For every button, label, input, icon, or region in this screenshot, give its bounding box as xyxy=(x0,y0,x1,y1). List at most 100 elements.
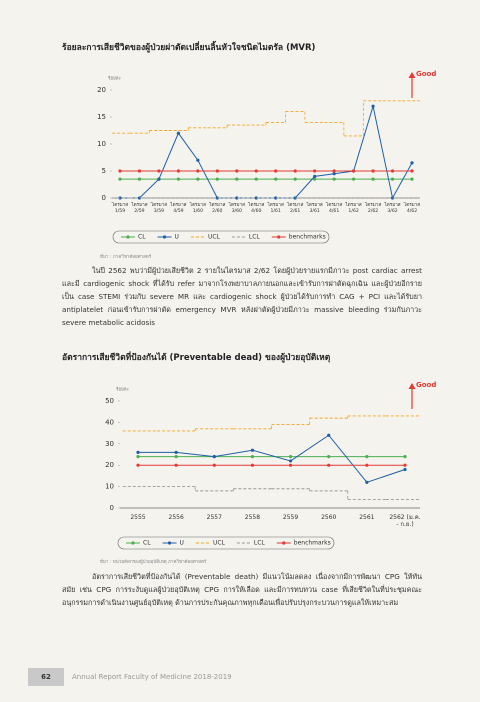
y-tick-label: 5 xyxy=(102,167,106,175)
y-tick-label: 10 xyxy=(105,483,114,491)
source-note: ที่มา : ภาควิชาศัลยศาสตร์ xyxy=(100,255,152,260)
data-point xyxy=(196,158,200,162)
x-tick-label: ไตรมาส 2/62 xyxy=(364,203,382,214)
data-point xyxy=(235,169,239,173)
data-point xyxy=(274,196,278,200)
data-point xyxy=(250,448,255,452)
data-point xyxy=(410,161,414,165)
x-tick-label: ไตรมาส 1/62 xyxy=(345,203,362,214)
data-point xyxy=(254,177,258,181)
data-point xyxy=(137,177,142,181)
data-point xyxy=(371,169,375,173)
paragraph: อัตราการเสียชีวิตที่ป้องกันได้ (Preventa… xyxy=(62,572,422,607)
data-point xyxy=(288,455,293,459)
x-tick-label: ไตรมาส 4/60 xyxy=(248,203,265,214)
data-point xyxy=(410,169,414,173)
data-point xyxy=(196,177,200,181)
data-point xyxy=(215,169,219,173)
x-tick-label: ไตรมาส 4/62 xyxy=(403,203,421,214)
data-point xyxy=(212,463,216,467)
data-point xyxy=(365,455,369,459)
data-point xyxy=(118,177,122,181)
y-tick-label: 20 xyxy=(105,461,114,469)
y-tick-label: 10 xyxy=(97,140,106,148)
x-tick-label: ไตรมาส 2/60 xyxy=(209,203,226,214)
legend-marker xyxy=(282,541,286,545)
legend-label: UCL xyxy=(213,540,226,547)
source-note: ที่มา : หน่วยคัดกรองผู้ป่วยอุบัติเหตุ ภา… xyxy=(100,560,207,565)
y-tick-label: 30 xyxy=(105,440,114,448)
data-point xyxy=(174,463,178,467)
data-point xyxy=(293,169,297,173)
data-point xyxy=(137,196,142,200)
footer-text: Annual Report Faculty of Medicine 2018-2… xyxy=(72,673,232,681)
x-tick-label: 2559 xyxy=(282,514,299,521)
legend-label: U xyxy=(180,540,184,547)
y-tick-label: 0 xyxy=(110,504,114,512)
data-point xyxy=(250,455,255,459)
legend-label: benchmarks xyxy=(289,234,326,241)
data-point xyxy=(288,463,293,467)
y-axis-label: ร้อยละ xyxy=(108,76,121,82)
paragraph: ในปี 2562 พบว่ามีผู้ป่วยเสียชีวิต 2 รายใ… xyxy=(62,266,422,327)
data-point xyxy=(332,169,336,173)
x-tick-label: ไตรมาส 3/62 xyxy=(384,203,401,214)
data-point xyxy=(250,463,255,467)
legend-label: benchmarks xyxy=(294,540,331,547)
data-point xyxy=(118,169,122,173)
good-arrow-head xyxy=(408,383,416,389)
data-point xyxy=(371,177,375,181)
annotation: Good xyxy=(416,70,436,78)
page-number-band xyxy=(28,668,64,686)
data-point xyxy=(136,455,140,459)
section-title: ร้อยละการเสียชีวิตของผู้ป่วยผ่าตัดเปลี่ย… xyxy=(62,43,316,53)
data-point xyxy=(137,169,142,173)
data-point xyxy=(313,174,317,178)
data-point xyxy=(274,169,278,173)
data-point xyxy=(390,196,395,200)
section-title: อัตราการเสียชีวิตที่ป้องกันได้ (Preventa… xyxy=(62,353,331,363)
legend-marker xyxy=(162,235,167,239)
data-point xyxy=(176,131,180,135)
data-point xyxy=(352,169,356,173)
page-number: 62 xyxy=(41,673,51,681)
data-point xyxy=(215,177,219,181)
data-point xyxy=(327,463,331,467)
y-tick-label: 15 xyxy=(97,113,106,121)
legend-box xyxy=(117,536,335,550)
data-point xyxy=(365,463,369,467)
data-point xyxy=(371,104,375,108)
legend-label: CL xyxy=(138,234,146,241)
data-point xyxy=(136,463,140,467)
series-line xyxy=(120,106,413,200)
x-tick-label: ไตรมาส 1/60 xyxy=(189,203,206,214)
x-tick-label: 2556 xyxy=(168,514,184,521)
good-arrow-head xyxy=(408,72,416,78)
x-tick-label: ไตรมาส 3/60 xyxy=(228,203,245,214)
x-tick-label: ไตรมาส 2/61 xyxy=(287,203,304,214)
x-tick-label: ไตรมาส 3/61 xyxy=(306,203,323,214)
legend-marker xyxy=(126,235,130,239)
legend-label: UCL xyxy=(208,234,221,241)
data-point xyxy=(403,467,407,472)
data-point xyxy=(293,177,297,181)
data-point xyxy=(313,169,317,173)
data-point xyxy=(157,177,161,181)
data-point xyxy=(212,455,216,459)
data-point xyxy=(390,177,395,181)
data-point xyxy=(327,455,331,459)
x-tick-label: ไตรมาส 1/61 xyxy=(267,203,284,214)
data-point xyxy=(136,450,140,454)
legend-label: U xyxy=(175,234,179,241)
data-point xyxy=(157,169,161,173)
x-tick-label: 2558 xyxy=(244,514,261,521)
data-point xyxy=(215,196,219,200)
data-point xyxy=(390,169,395,173)
data-point xyxy=(327,433,331,437)
series-line xyxy=(138,434,406,483)
x-tick-label: ไตรมาส 3/59 xyxy=(150,203,168,214)
x-tick-label: ไตรมาส 4/61 xyxy=(326,203,343,214)
legend-box xyxy=(112,230,330,244)
data-point xyxy=(254,196,258,200)
